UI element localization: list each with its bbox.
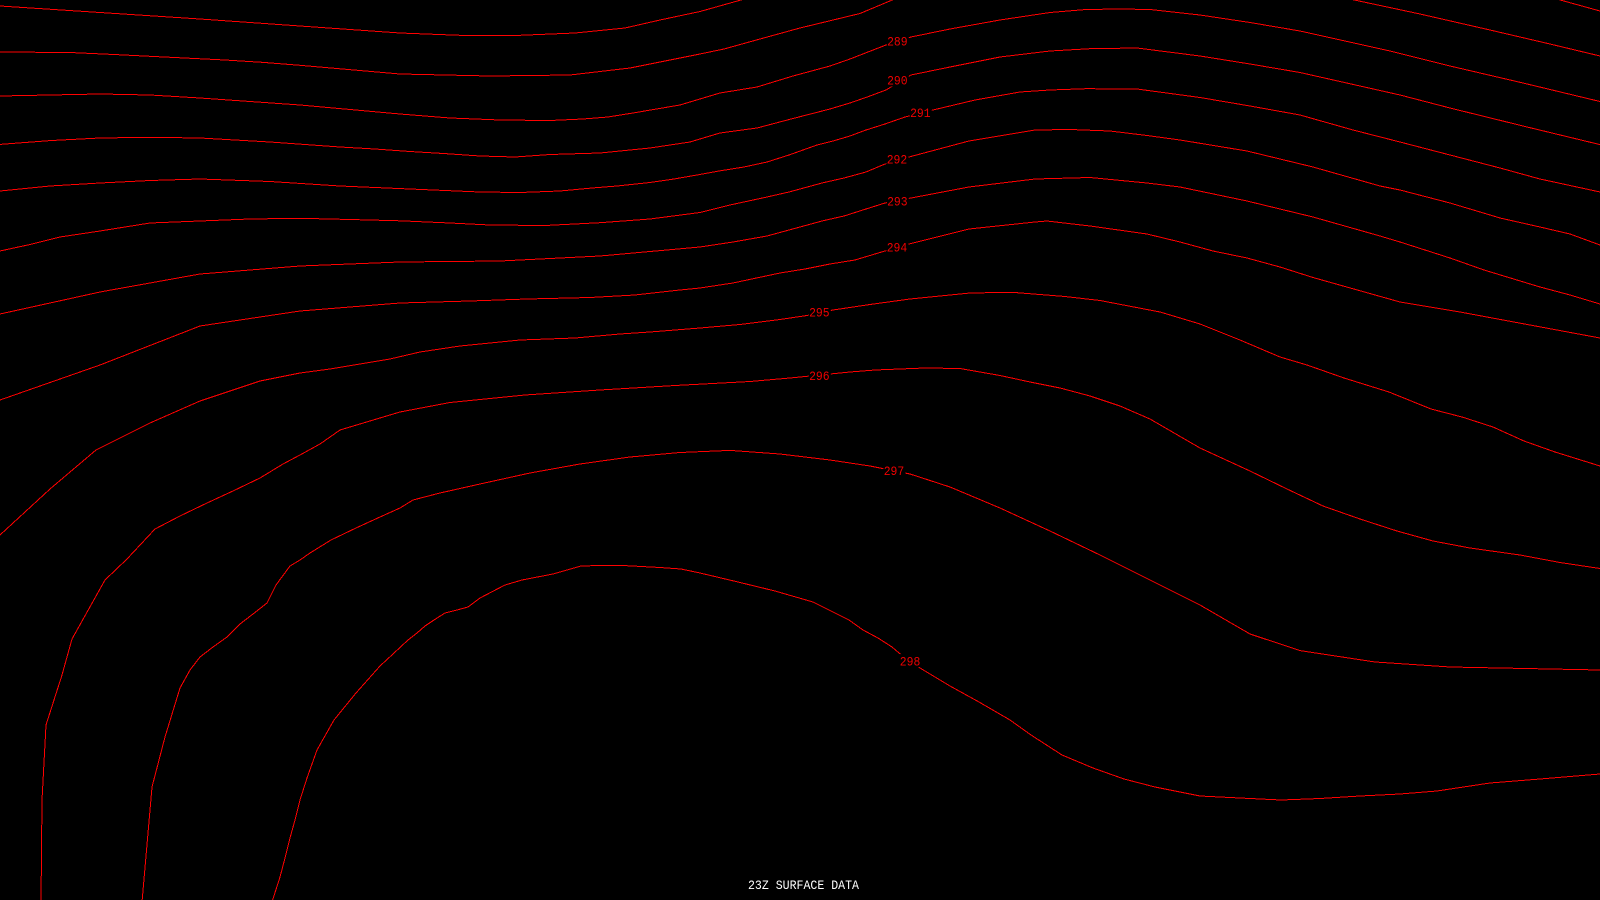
svg-text:293: 293 (887, 195, 908, 210)
svg-text:289: 289 (887, 34, 908, 49)
svg-text:296: 296 (809, 369, 830, 384)
svg-text:298: 298 (900, 654, 921, 669)
svg-text:291: 291 (910, 106, 931, 121)
svg-text:23Z SURFACE DATA: 23Z SURFACE DATA (748, 878, 859, 893)
svg-text:292: 292 (887, 153, 908, 168)
svg-text:290: 290 (887, 74, 908, 89)
svg-text:297: 297 (884, 464, 905, 479)
svg-text:295: 295 (809, 306, 830, 321)
svg-text:294: 294 (887, 241, 908, 256)
